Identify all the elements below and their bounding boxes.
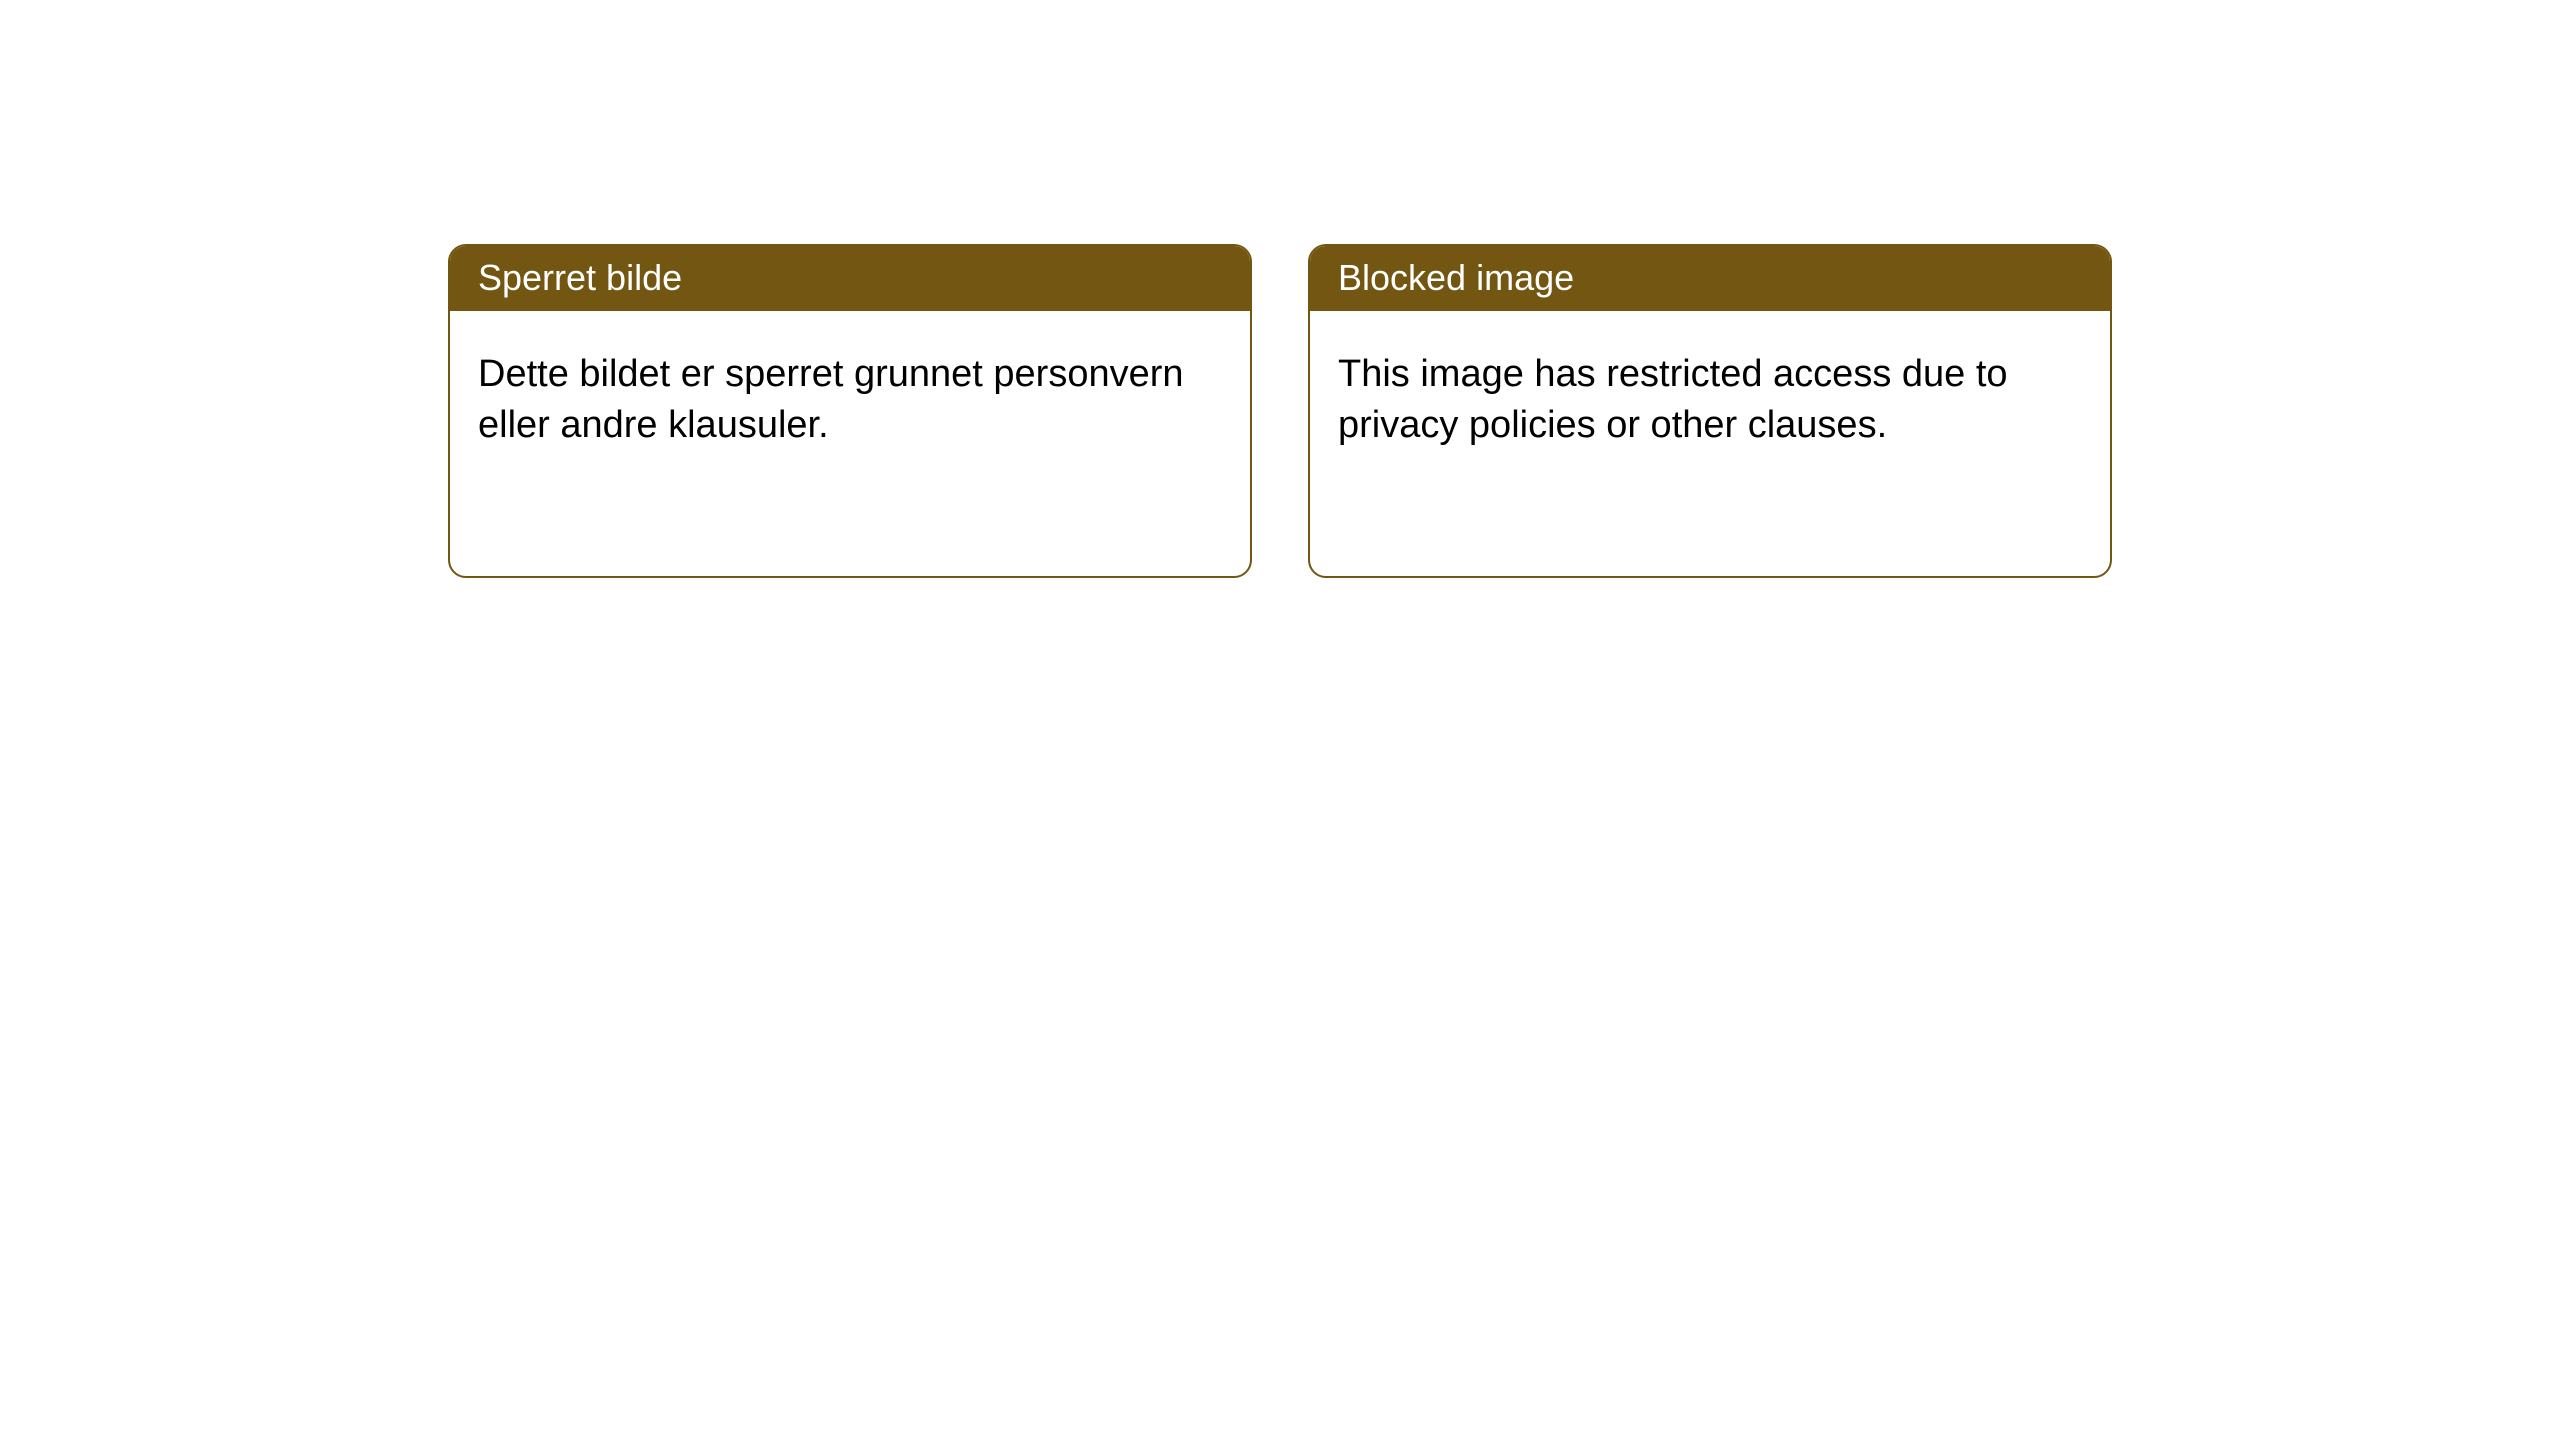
blocked-image-card-english: Blocked image This image has restricted … (1308, 244, 2112, 578)
card-title: Blocked image (1338, 257, 1574, 298)
card-header: Blocked image (1310, 246, 2110, 311)
card-title: Sperret bilde (478, 257, 682, 298)
notice-container: Sperret bilde Dette bildet er sperret gr… (0, 0, 2560, 578)
card-body: Dette bildet er sperret grunnet personve… (450, 311, 1250, 480)
card-header: Sperret bilde (450, 246, 1250, 311)
card-body-text: This image has restricted access due to … (1338, 353, 2008, 446)
blocked-image-card-norwegian: Sperret bilde Dette bildet er sperret gr… (448, 244, 1252, 578)
card-body-text: Dette bildet er sperret grunnet personve… (478, 353, 1184, 446)
card-body: This image has restricted access due to … (1310, 311, 2110, 480)
